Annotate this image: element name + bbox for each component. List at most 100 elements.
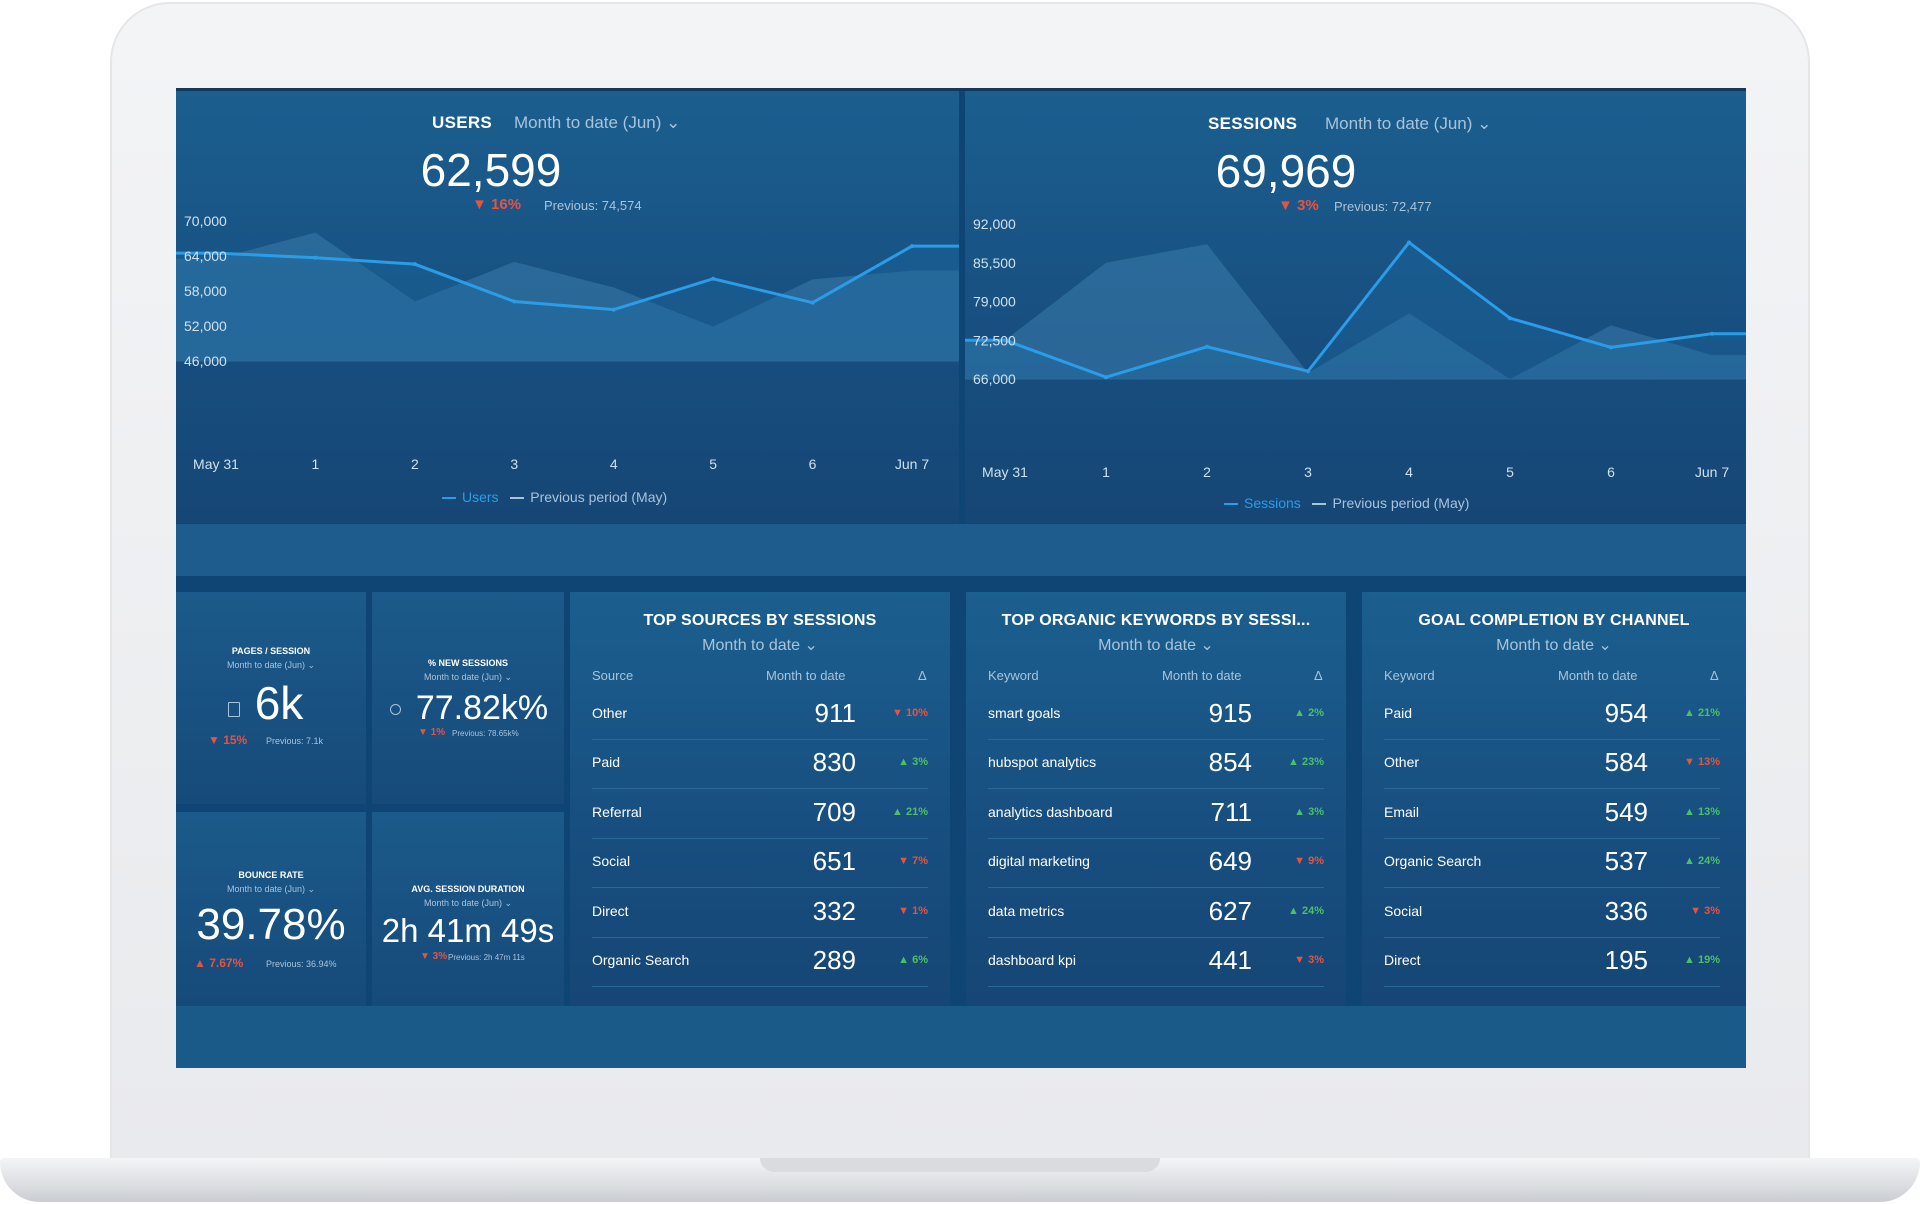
table-period-dropdown[interactable]: Month to date ⌄	[1496, 637, 1612, 654]
row-delta: ▼ 3%	[1294, 954, 1324, 966]
row-value: 649	[1208, 846, 1252, 877]
data-point[interactable]	[1609, 345, 1613, 350]
y-tick-label: 66,000	[973, 371, 1016, 387]
sessions-value: 69,969	[1215, 145, 1357, 197]
table-row[interactable]: Other 911 ▼ 10%	[592, 690, 928, 740]
data-point[interactable]	[1003, 338, 1007, 343]
data-point[interactable]	[711, 276, 716, 281]
row-delta: ▲ 21%	[892, 805, 928, 818]
row-name: Email	[1384, 803, 1420, 820]
row-delta: ▼ 9%	[1294, 855, 1324, 868]
legend-previous: Previous period (May)	[1332, 495, 1470, 511]
table-row[interactable]: smart goals 915 ▲ 2%	[988, 690, 1324, 740]
table-row[interactable]: Organic Search 289 ▲ 6%	[592, 937, 928, 987]
data-point[interactable]	[412, 262, 417, 267]
data-point[interactable]	[512, 299, 517, 304]
row-value: 711	[1210, 796, 1252, 827]
kpi-period[interactable]: Month to date (Jun) ⌄	[226, 884, 316, 894]
sessions-line-chart: 92,000 85,500 79,000 72,500 66,000 May 31 1 2 3 4…	[965, 216, 1746, 480]
row-value: 336	[1604, 895, 1648, 926]
row-value: 584	[1604, 747, 1648, 778]
row-delta: ▼ 10%	[892, 707, 928, 719]
kpi-value: 6k	[254, 677, 304, 729]
column-header-delta: Δ	[1314, 668, 1323, 683]
table-row[interactable]: Direct 332 ▼ 1%	[592, 888, 928, 938]
table-row[interactable]: Organic Search 537 ▲ 24%	[1384, 838, 1720, 889]
kpi-delta: ▼ 1%	[418, 727, 446, 738]
kpi-value: 39.78%	[196, 900, 346, 949]
data-point[interactable]	[611, 307, 616, 312]
table-row[interactable]: analytics dashboard 711 ▲ 3%	[988, 789, 1324, 839]
users-value: 62,599	[420, 144, 562, 196]
data-point[interactable]	[1205, 344, 1209, 349]
x-tick-label: 6	[809, 456, 817, 472]
table-row[interactable]: Direct 195 ▲ 19%	[1384, 937, 1720, 987]
column-header-name: Source	[592, 668, 634, 683]
kpi-previous: Previous: 78.65k%	[452, 729, 519, 738]
table-row[interactable]: Email 549 ▲ 13%	[1384, 789, 1720, 839]
row-delta: ▼ 7%	[898, 855, 928, 868]
row-name: digital marketing	[988, 853, 1090, 870]
kpi-avg-session-duration: AVG. SESSION DURATION Month to date (Jun…	[372, 812, 564, 1006]
row-value: 911	[814, 698, 856, 728]
row-name: Referral	[592, 803, 642, 820]
goal-completion-table: GOAL COMPLETION BY CHANNEL Month to date …	[1362, 592, 1746, 1006]
x-tick-label: 2	[1203, 464, 1211, 480]
column-header-month: Month to date	[1162, 668, 1242, 683]
data-point[interactable]	[313, 255, 318, 260]
kpi-title: AVG. SESSION DURATION	[411, 884, 525, 894]
row-name: analytics dashboard	[988, 803, 1113, 820]
kpi-delta: ▼ 15%	[208, 733, 248, 747]
table-row[interactable]: dashboard kpi 441 ▼ 3%	[988, 937, 1324, 987]
row-delta: ▲ 19%	[1684, 954, 1720, 966]
table-row[interactable]: Social 336 ▼ 3%	[1384, 888, 1720, 938]
data-point[interactable]	[1104, 375, 1108, 380]
column-header-delta: Δ	[1710, 668, 1719, 683]
data-point[interactable]	[214, 251, 218, 256]
y-tick-label: 64,000	[184, 248, 227, 264]
table-row[interactable]: Other 584 ▼ 13%	[1384, 739, 1720, 790]
divider-band	[176, 524, 1746, 576]
row-value: 830	[812, 747, 856, 778]
x-tick-label: 6	[1607, 464, 1615, 480]
table-row[interactable]: Social 651 ▼ 7%	[592, 838, 928, 889]
y-tick-label: 46,000	[184, 353, 227, 369]
data-point[interactable]	[1407, 240, 1411, 245]
data-point[interactable]	[910, 244, 914, 249]
user-icon	[390, 704, 401, 715]
sessions-title: SESSIONS	[1208, 114, 1298, 133]
kpi-delta: ▼ 3%	[420, 951, 448, 962]
top-keywords-table: TOP ORGANIC KEYWORDS BY SESSI... Month to…	[966, 592, 1346, 1006]
kpi-period[interactable]: Month to date (Jun) ⌄	[423, 672, 513, 682]
table-period-dropdown[interactable]: Month to date ⌄	[702, 637, 818, 654]
kpi-period[interactable]: Month to date (Jun) ⌄	[423, 898, 513, 908]
table-row[interactable]: Referral 709 ▲ 21%	[592, 789, 928, 839]
data-point[interactable]	[1306, 369, 1310, 374]
table-title: GOAL COMPLETION BY CHANNEL	[1418, 612, 1690, 629]
table-row[interactable]: Paid 830 ▲ 3%	[592, 739, 928, 790]
users-widget: USERS Month to date (Jun) ⌄ 62,599 ▼ 16%…	[176, 91, 959, 523]
row-value: 954	[1604, 698, 1648, 728]
users-line-chart: 70,000 64,000 58,000 52,000 46,000 May 31 1 2 3 4…	[176, 213, 959, 472]
data-point[interactable]	[810, 300, 815, 305]
data-point[interactable]	[1508, 316, 1512, 321]
users-period-dropdown[interactable]: Month to date (Jun) ⌄	[514, 113, 681, 132]
sessions-period-dropdown[interactable]: Month to date (Jun) ⌄	[1325, 114, 1492, 133]
row-name: data metrics	[988, 902, 1065, 919]
table-row[interactable]: hubspot analytics 854 ▲ 23%	[988, 739, 1324, 790]
row-value: 709	[812, 796, 856, 827]
table-row[interactable]: Paid 954 ▲ 21%	[1384, 690, 1720, 740]
table-period-dropdown[interactable]: Month to date ⌄	[1098, 637, 1214, 654]
row-delta: ▲ 21%	[1684, 707, 1720, 719]
row-value: 332	[812, 895, 856, 926]
row-name: Social	[592, 853, 631, 870]
sessions-previous: Previous: 72,477	[1334, 199, 1432, 214]
table-row[interactable]: digital marketing 649 ▼ 9%	[988, 838, 1324, 889]
kpi-previous: Previous: 7.1k	[266, 736, 324, 746]
kpi-period[interactable]: Month to date (Jun) ⌄	[226, 660, 316, 670]
data-point[interactable]	[1710, 331, 1714, 336]
x-tick-label: 3	[1304, 464, 1312, 480]
table-row[interactable]: data metrics 627 ▲ 24%	[988, 888, 1324, 938]
kpi-title: % NEW SESSIONS	[427, 658, 508, 668]
column-header-month: Month to date	[766, 668, 846, 683]
